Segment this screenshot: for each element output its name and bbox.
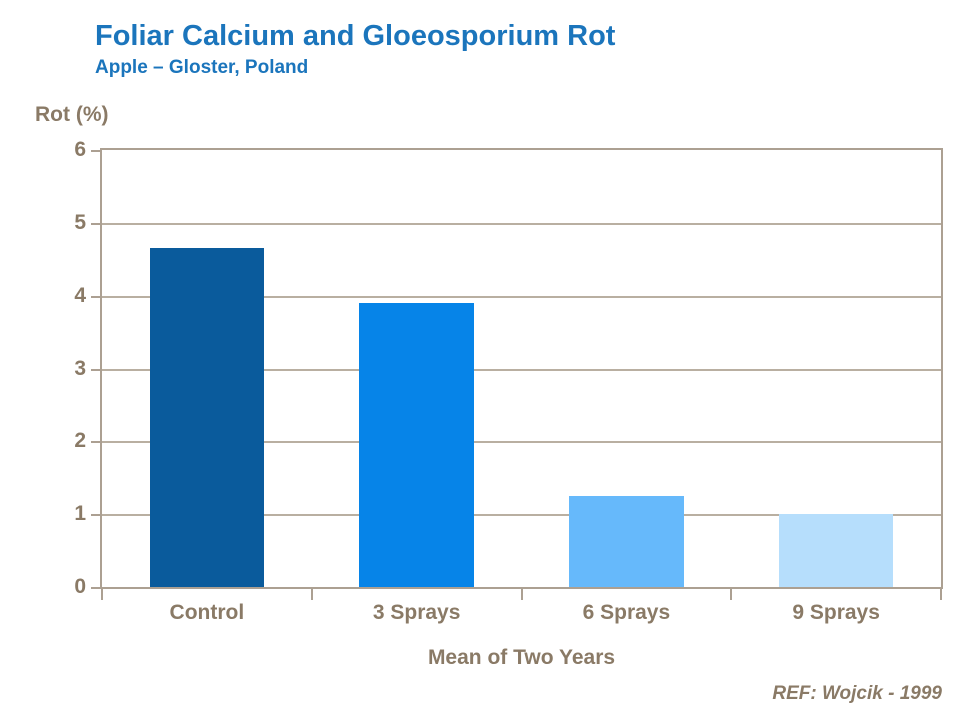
y-tick-label-3: 3 (74, 356, 86, 380)
chart-subtitle: Apple – Gloster, Poland (95, 57, 309, 78)
x-category-label-6-sprays: 6 Sprays (582, 601, 671, 624)
x-category-label-3-sprays: 3 Sprays (372, 601, 461, 624)
gridline-y-2 (102, 441, 941, 444)
gridline-y-5 (102, 222, 941, 225)
gridline-y-1 (102, 514, 941, 517)
bar-3-sprays (359, 302, 474, 587)
bar-9-sprays (778, 514, 894, 587)
x-tick-mark-2 (520, 589, 523, 600)
x-category-label-control: Control (169, 601, 245, 624)
y-tick-mark-5 (91, 222, 102, 225)
chart-title: Foliar Calcium and Gloeosporium Rot (95, 20, 616, 52)
x-category-label-9-sprays: 9 Sprays (792, 601, 880, 624)
y-axis-title: Rot (%) (35, 103, 109, 126)
bar-6-sprays (569, 495, 684, 587)
reference-text: REF: Wojcik - 1999 (772, 683, 942, 704)
y-tick-mark-3 (91, 368, 102, 371)
x-axis-title: Mean of Two Years (427, 646, 616, 669)
x-tick-mark-1 (310, 589, 313, 600)
y-tick-label-2: 2 (74, 429, 86, 453)
y-tick-label-4: 4 (74, 283, 86, 307)
y-tick-mark-2 (91, 441, 102, 444)
y-tick-label-5: 5 (74, 210, 86, 234)
x-tick-mark-4 (940, 589, 942, 600)
y-tick-label-6: 6 (74, 138, 86, 161)
y-tick-mark-0 (91, 587, 102, 589)
y-tick-label-1: 1 (74, 502, 86, 526)
y-tick-label-0: 0 (74, 575, 86, 598)
y-tick-mark-1 (91, 514, 102, 517)
y-tick-mark-6 (91, 150, 102, 152)
gridline-y-4 (102, 295, 941, 298)
bar-control (149, 248, 265, 587)
y-tick-mark-4 (91, 295, 102, 298)
plot-area: 0 1 2 3 4 5 6 Control 3 Sprays 6 Sprays 9 Sprays (74, 138, 943, 624)
x-tick-mark-3 (730, 589, 733, 600)
x-tick-mark-0 (101, 589, 103, 600)
gridline-y-3 (102, 368, 941, 371)
